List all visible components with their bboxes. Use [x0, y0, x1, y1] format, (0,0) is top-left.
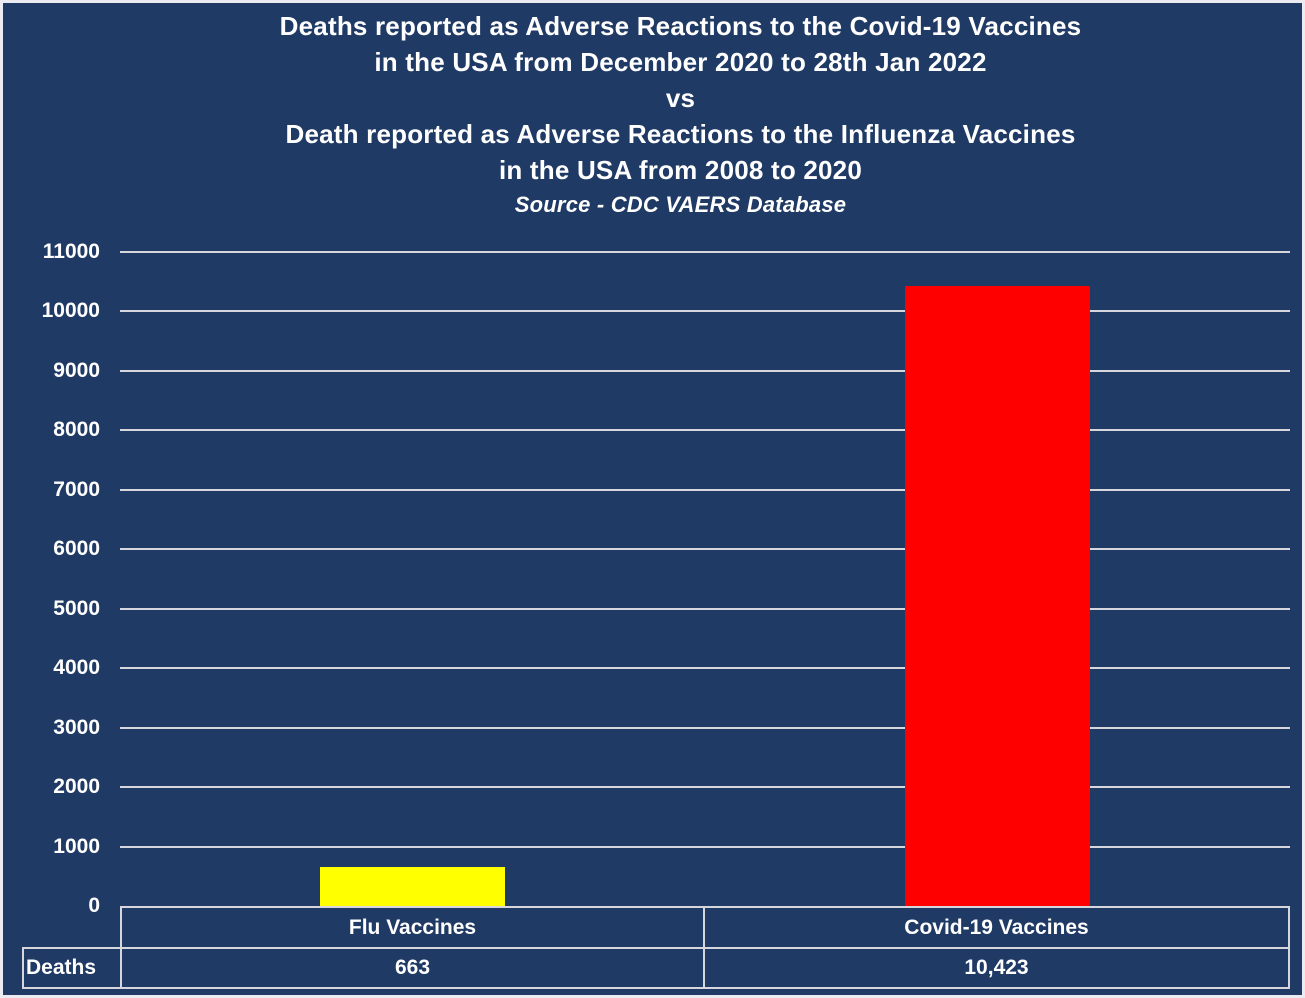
row-header-deaths: Deaths	[22, 947, 122, 989]
gridline-1000	[120, 845, 1290, 848]
title-line-4: in the USA from 2008 to 2020	[499, 155, 862, 185]
y-tick-label-2000: 2000	[53, 775, 100, 799]
category-cell-flu-vaccines: Flu Vaccines	[120, 906, 705, 949]
gridline-5000	[120, 607, 1290, 610]
gridline-3000	[120, 726, 1290, 729]
y-tick-label-7000: 7000	[53, 477, 100, 501]
y-tick-label-1000: 1000	[53, 834, 100, 858]
title-vs: vs	[665, 83, 696, 113]
title-line-3: Death reported as Adverse Reactions to t…	[285, 119, 1076, 149]
y-tick-label-8000: 8000	[53, 418, 100, 442]
flu-vaccines-column	[120, 252, 705, 906]
source-caption: Source - CDC VAERS Database	[514, 192, 847, 217]
chart-title-block: Deaths reported as Adverse Reactions to …	[0, 8, 1305, 222]
gridline-6000	[120, 548, 1290, 551]
flu-vaccines-bar	[320, 866, 505, 906]
category-cell-covid-19-vaccines: Covid-19 Vaccines	[703, 906, 1290, 949]
covid-19-vaccines-bar	[905, 286, 1090, 906]
title-line-1: Deaths reported as Adverse Reactions to …	[279, 11, 1082, 41]
bars-container	[120, 252, 1290, 906]
covid-19-vaccines-column	[705, 252, 1290, 906]
y-tick-label-0: 0	[88, 894, 100, 917]
plot-area	[120, 251, 1290, 906]
y-tick-label-4000: 4000	[53, 656, 100, 680]
y-tick-label-10000: 10000	[41, 299, 100, 323]
value-cell-flu-vaccines: 663	[120, 947, 705, 989]
gridline-7000	[120, 488, 1290, 491]
gridline-11000	[120, 251, 1290, 253]
gridline-9000	[120, 369, 1290, 372]
gridline-2000	[120, 786, 1290, 789]
title-line-2: in the USA from December 2020 to 28th Ja…	[374, 47, 987, 77]
gridline-8000	[120, 429, 1290, 432]
y-tick-label-5000: 5000	[53, 596, 100, 620]
gridline-4000	[120, 667, 1290, 670]
y-tick-label-11000: 11000	[42, 240, 100, 263]
gridline-10000	[120, 310, 1290, 313]
y-axis-labels: 0 1000 2000 3000 4000 5000 6000 7000 8000 9000 100…	[0, 240, 100, 917]
y-tick-label-6000: 6000	[53, 537, 100, 561]
value-cell-covid-19-vaccines: 10,423	[703, 947, 1290, 989]
y-tick-label-9000: 9000	[53, 358, 100, 382]
y-tick-label-3000: 3000	[53, 715, 100, 739]
